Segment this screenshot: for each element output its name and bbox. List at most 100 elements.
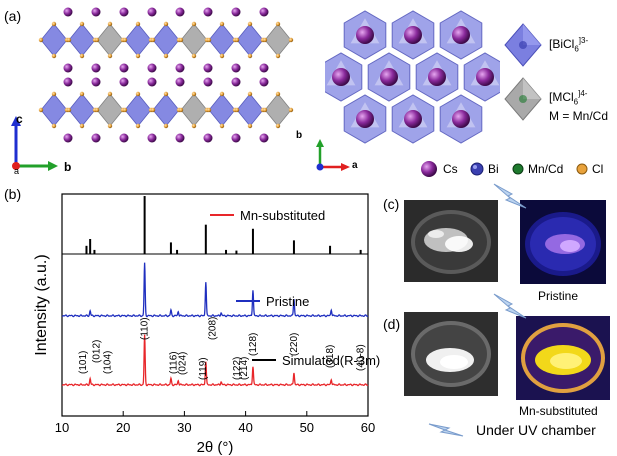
bicl6-label: [BiCl6]3- bbox=[549, 36, 589, 54]
peak-index-label: (128) bbox=[248, 333, 259, 356]
cl-atom bbox=[135, 21, 141, 27]
series-line-pristine bbox=[61, 262, 369, 318]
cs-atom bbox=[231, 63, 241, 73]
x-tick-label: 60 bbox=[361, 420, 375, 435]
cs-atom bbox=[231, 77, 241, 87]
peak-index-label: (208) bbox=[208, 317, 219, 340]
peak-index-label: (012) bbox=[91, 340, 102, 363]
cl-atom bbox=[275, 123, 281, 129]
cl-atom bbox=[247, 123, 253, 129]
cs-atom bbox=[259, 63, 269, 73]
uv-arrow-icon-d bbox=[493, 293, 527, 319]
cl-atom bbox=[107, 91, 113, 97]
axis-label-c-left: c bbox=[16, 112, 23, 126]
label-mn-substituted: Mn-substituted bbox=[519, 404, 598, 418]
cs-atom bbox=[476, 68, 494, 86]
cl-atom bbox=[107, 53, 113, 59]
cs-atom bbox=[91, 63, 101, 73]
cs-atom bbox=[63, 77, 73, 87]
peak-index-label: (119) bbox=[198, 357, 209, 380]
bicl6-octahedron bbox=[152, 23, 180, 57]
cl-atom bbox=[206, 107, 212, 113]
cl-atom bbox=[275, 91, 281, 97]
bicl6-octahedron bbox=[236, 93, 264, 127]
cl-atom bbox=[206, 37, 212, 43]
mcl6-octahedron bbox=[180, 93, 208, 127]
cl-atom bbox=[247, 21, 253, 27]
axis-label-b-left: b bbox=[64, 160, 72, 174]
cs-atom bbox=[175, 77, 185, 87]
cl-atom bbox=[150, 37, 156, 43]
cs-atom bbox=[332, 68, 350, 86]
peak-index-label: (122) bbox=[232, 357, 243, 380]
plot-frame bbox=[61, 193, 369, 417]
cs-atom bbox=[356, 26, 374, 44]
cs-atom bbox=[380, 68, 398, 86]
peak-index-label: (024) bbox=[178, 352, 189, 375]
cs-atom bbox=[91, 77, 101, 87]
mn-cd-label: Mn/Cd bbox=[528, 162, 564, 176]
cs-atom bbox=[119, 133, 129, 143]
cl-label: Cl bbox=[592, 162, 604, 176]
cs-atom bbox=[63, 63, 73, 73]
axis-label-a-left: a bbox=[14, 166, 20, 176]
panel-label-b: (b) bbox=[4, 186, 22, 202]
legend-label: Mn-substituted bbox=[240, 208, 325, 223]
cl-atom bbox=[38, 107, 44, 113]
cl-atom bbox=[79, 123, 85, 129]
cs-atom bbox=[147, 77, 157, 87]
bicl6-octahedron-icon bbox=[504, 23, 542, 67]
cl-atom bbox=[219, 53, 225, 59]
panel-label-c: (c) bbox=[383, 196, 400, 212]
cl-atom bbox=[262, 107, 268, 113]
cl-atom bbox=[178, 107, 184, 113]
axis-label-a-right: a bbox=[352, 160, 358, 171]
cl-atom bbox=[107, 21, 113, 27]
cs-atom bbox=[63, 7, 73, 17]
cl-atom bbox=[191, 53, 197, 59]
cl-atom bbox=[163, 123, 169, 129]
photo-pristine-daylight bbox=[404, 200, 498, 282]
cl-atom bbox=[38, 37, 44, 43]
cl-atom bbox=[234, 107, 240, 113]
peak-index-label: (104) bbox=[102, 351, 113, 374]
x-tick-label: 50 bbox=[300, 420, 314, 435]
cs-atom bbox=[119, 7, 129, 17]
cl-atom bbox=[135, 91, 141, 97]
atom-key: Cs Bi Mn/Cd Cl bbox=[420, 160, 615, 180]
cl-atom bbox=[79, 91, 85, 97]
legend-label: Simulated(R-3m) bbox=[282, 353, 380, 368]
peak-index-label: (220) bbox=[289, 333, 300, 356]
bi-label: Bi bbox=[488, 162, 499, 176]
mcl6-octahedron-icon bbox=[504, 77, 542, 121]
panel-label-d: (d) bbox=[383, 316, 401, 332]
bicl6-octahedron bbox=[152, 93, 180, 127]
cs-atom bbox=[147, 63, 157, 73]
cl-atom bbox=[51, 91, 57, 97]
cl-atom bbox=[163, 91, 169, 97]
uv-chamber-note: Under UV chamber bbox=[476, 422, 596, 438]
cl-atom bbox=[219, 91, 225, 97]
bicl6-octahedron bbox=[208, 23, 236, 57]
uv-arrow-icon-c bbox=[493, 183, 527, 209]
cl-atom bbox=[191, 91, 197, 97]
cl-atom bbox=[135, 53, 141, 59]
cl-atom bbox=[288, 107, 294, 113]
mcl6-octahedron bbox=[96, 93, 124, 127]
bicl6-octahedron bbox=[40, 23, 68, 57]
cl-atom bbox=[247, 91, 253, 97]
cl-atom bbox=[234, 37, 240, 43]
cs-label: Cs bbox=[443, 162, 458, 176]
bicl6-octahedron bbox=[68, 23, 96, 57]
peak-index-label: (101) bbox=[78, 351, 89, 374]
cs-atom bbox=[203, 133, 213, 143]
cs-atom bbox=[175, 63, 185, 73]
cl-atom-icon bbox=[576, 163, 588, 175]
x-tick-label: 20 bbox=[116, 420, 130, 435]
cl-atom bbox=[94, 107, 100, 113]
cs-atom bbox=[203, 63, 213, 73]
bicl6-octahedron bbox=[68, 93, 96, 127]
uv-arrow-icon-legend bbox=[428, 423, 464, 437]
label-pristine: Pristine bbox=[538, 289, 579, 303]
bicl6-octahedron bbox=[236, 23, 264, 57]
